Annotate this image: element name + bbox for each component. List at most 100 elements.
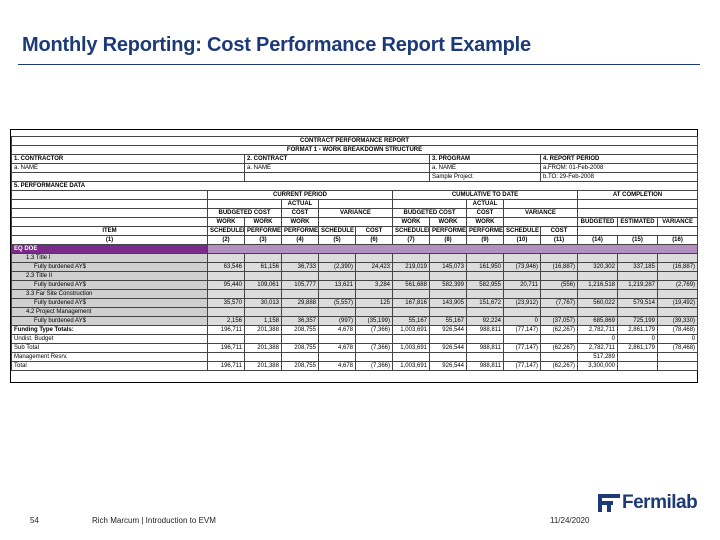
cell-value: [392, 352, 430, 362]
cell-value: 24,423: [355, 262, 393, 272]
table-row: Fully burdened AY$ 2,156 1,158 36,357 (997)(…: [11, 316, 699, 326]
table-row: 2.3 Title II: [11, 271, 699, 281]
cell-value: [429, 352, 467, 362]
cell-value: 125: [355, 298, 393, 308]
cell-value: [503, 307, 541, 317]
table-row: Fully burdened AY$ 63,546 61,156 36,733 (2,3…: [11, 262, 699, 272]
table-row: 4.2 Project Management: [11, 307, 699, 317]
cell-value: [281, 253, 319, 263]
cell-value: 95,440: [207, 280, 245, 290]
cell-value: [244, 253, 282, 263]
cell-value: (77,147): [503, 325, 541, 335]
cell-value: (35,199): [355, 316, 393, 326]
cell-value: [577, 289, 618, 299]
cell-value: [392, 289, 430, 299]
cell-value: (62,267): [540, 361, 578, 371]
cell-value: (77,147): [503, 343, 541, 353]
cell-value: [355, 253, 393, 263]
column-numbers-row: (1) (2) (3) (4) (5) (6) (7) (8) (9) (10) (11) (14)(…: [11, 235, 699, 245]
cell-value: [656, 253, 699, 263]
cell-value: 582,955: [466, 280, 504, 290]
row-item: 2.3 Title II: [11, 271, 208, 281]
cell-value: [617, 289, 658, 299]
cell-value: 201,388: [244, 325, 282, 335]
cell-value: 201,388: [244, 343, 282, 353]
cell-value: (39,330): [656, 316, 699, 326]
cell-value: [207, 271, 245, 281]
cell-value: [207, 307, 245, 317]
cell-value: [429, 289, 467, 299]
cell-value: [244, 271, 282, 281]
cell-value: 988,811: [466, 361, 504, 371]
report-title: CONTRACT PERFORMANCE REPORT: [10, 136, 699, 146]
column-number: (14): [577, 235, 618, 245]
column-number: (4): [281, 235, 319, 245]
cell-value: (7,366): [355, 361, 393, 371]
table-row: 3.3 Far Site Construction: [11, 289, 699, 299]
cell-value: [281, 334, 319, 344]
cell-value: 1,216,518: [577, 280, 618, 290]
cell-value: [392, 271, 430, 281]
cell-value: 109,061: [244, 280, 282, 290]
cell-value: 337,185: [617, 262, 658, 272]
item-header: ITEM: [11, 226, 208, 236]
program-name: a. NAME: [429, 163, 541, 173]
cell-value: [318, 271, 356, 281]
cell-value: (7,366): [355, 325, 393, 335]
table-row: Funding Type Totals: 196,711 201,388 208,75…: [11, 325, 699, 335]
cell-value: [503, 352, 541, 362]
cell-value: 196,711: [207, 361, 245, 371]
cell-value: [318, 334, 356, 344]
cell-value: (78,468): [656, 343, 699, 353]
date-footer: 11/24/2020: [550, 516, 590, 525]
cell-value: (62,267): [540, 325, 578, 335]
cell-value: [355, 352, 393, 362]
cell-value: 208,755: [281, 343, 319, 353]
cum-budgeted-cost-header: BUDGETED COST: [392, 208, 467, 218]
cell-value: [355, 271, 393, 281]
cell-value: [207, 289, 245, 299]
variance-header: VARIANCE: [318, 208, 393, 218]
cell-value: (37,057): [540, 316, 578, 326]
cell-value: 725,199: [617, 316, 658, 326]
cell-value: [318, 307, 356, 317]
cell-value: 20,711: [503, 280, 541, 290]
period-label: 4. REPORT PERIOD: [539, 154, 699, 164]
cell-value: 0: [656, 334, 699, 344]
cell-value: 561,688: [392, 280, 430, 290]
cell-value: (73,946): [503, 262, 541, 272]
cell-value: 219,019: [392, 262, 430, 272]
column-number: (9): [466, 235, 504, 245]
cell-value: 3,300,000: [577, 361, 618, 371]
column-number: (10): [503, 235, 541, 245]
table-row: Fully burdened AY$ 35,570 30,013 29,888 (5,5…: [11, 298, 699, 308]
column-number: (2): [207, 235, 245, 245]
cell-value: [429, 334, 467, 344]
table-row: 1.3 Title I: [11, 253, 699, 263]
cell-value: 1,003,691: [392, 343, 430, 353]
cell-value: 582,399: [429, 280, 467, 290]
row-item: Sub Total: [11, 343, 208, 353]
cell-value: [207, 334, 245, 344]
cell-value: 1,003,691: [392, 325, 430, 335]
presenter-footer: Rich Marcum | Introduction to EVM: [92, 516, 216, 525]
cell-value: [656, 289, 699, 299]
cell-value: [503, 271, 541, 281]
column-number: (8): [429, 235, 467, 245]
cell-value: [656, 352, 699, 362]
cell-value: 201,388: [244, 361, 282, 371]
cell-value: [244, 352, 282, 362]
cell-value: [617, 307, 658, 317]
cell-value: [577, 271, 618, 281]
column-number: (7): [392, 235, 430, 245]
column-number: (5): [318, 235, 356, 245]
cell-value: 36,357: [281, 316, 319, 326]
cell-value: [244, 307, 282, 317]
cell-value: [466, 271, 504, 281]
cell-value: 4,678: [318, 361, 356, 371]
cell-value: 92,224: [466, 316, 504, 326]
row-item: Funding Type Totals:: [11, 325, 208, 335]
row-item: Fully burdened AY$: [11, 262, 208, 272]
cell-value: (2,390): [318, 262, 356, 272]
column-number: (11): [540, 235, 578, 245]
